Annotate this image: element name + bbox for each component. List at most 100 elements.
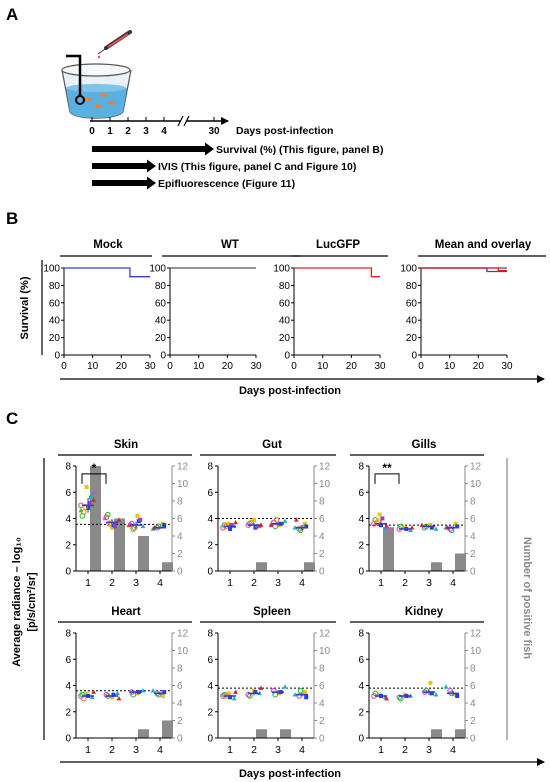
timeline-tick-label: 2 [125,126,131,137]
radiance-data-point [433,692,439,697]
radiance-data-point [428,680,433,685]
positive-fish-y-tick-label: 0 [470,734,476,745]
radiance-x-tick-label: 4 [450,577,456,589]
radiance-data-point [228,527,232,531]
radiance-data-point [116,696,122,701]
survival-chart: WT 0 20 40 60 80 100 0 10 20 30 [149,239,300,372]
positive-fish-y-tick-label: 6 [177,514,183,525]
radiance-x-tick-label: 1 [85,744,91,756]
radiance-data-point [443,684,449,689]
axis-break [183,115,190,127]
radiance-y-tick-label: 2 [207,707,213,718]
radiance-x-tick-label: 4 [299,744,305,756]
radiance-chart-title: Skin [114,439,138,451]
survival-y-tick-label: 60 [155,298,167,309]
survival-y-tick-label: 80 [155,281,167,292]
radiance-data-point [104,511,111,518]
survival-y-tick-label: 40 [155,316,167,327]
timeline-tick-label: 4 [161,126,167,137]
radiance-y-tick-label: 6 [65,655,71,666]
positive-fish-y-tick-label: 8 [470,497,476,508]
positive-fish-y-tick-label: 6 [319,681,325,692]
survival-y-tick-label: 100 [43,264,60,275]
positive-fish-y-tick-label: 0 [319,734,325,745]
survival-chart: Mean and overlay 0 20 40 60 80 100 0 10 20 30 [400,239,546,372]
survival-chart-title: WT [221,239,239,251]
radiance-data-point [78,508,84,513]
survival-chart: LucGFP 0 20 40 60 80 100 0 10 20 30 [273,239,388,372]
radiance-y-tick-label: 0 [358,567,364,578]
survival-y-tick-label: 20 [155,333,167,344]
radiance-y-tick-label: 6 [207,488,213,499]
positive-fish-y-tick-label: 8 [470,664,476,675]
survival-x-tick-label: 0 [61,361,67,372]
radiance-chart-title: Gills [412,439,437,451]
radiance-data-point [455,694,460,698]
survival-x-tick-label: 20 [346,361,358,372]
radiance-data-point [231,696,237,701]
significance-label: * [92,461,97,475]
radiance-y-tick-label: 8 [207,629,213,640]
positive-fish-y-tick-label: 4 [177,699,183,710]
radiance-data-point [102,515,108,521]
radiance-x-tick-label: 4 [450,744,456,756]
radiance-data-point [110,525,114,530]
radiance-data-point [245,691,252,698]
survival-series-line [64,267,150,278]
positive-fish-y-tick-label: 0 [177,567,183,578]
radiance-data-point [408,527,413,533]
radiance-data-point [429,525,434,530]
radiance-data-point [282,684,288,689]
radiance-x-tick-label: 3 [133,577,139,589]
positive-fish-y-tick-label: 12 [177,629,189,640]
positive-fish-bar [304,562,315,571]
radiance-y-tick-label: 0 [207,734,213,745]
panel-c-letter: C [6,409,18,428]
radiance-data-point [106,520,113,527]
survival-x-tick-label: 20 [473,361,485,372]
radiance-y-tick-label: 8 [65,462,71,473]
significance-bracket [81,473,107,484]
experiment-arrows: Survival (%) (This figure, panel B) IVIS … [92,142,383,190]
positive-fish-y-tick-label: 10 [470,646,482,657]
radiance-data-point [221,691,228,698]
radiance-y-tick-label: 4 [207,681,213,692]
radiance-x-tick-label: 3 [275,744,281,756]
positive-fish-y-tick-label: 8 [177,497,183,508]
survival-y-tick-label: 60 [406,298,418,309]
survival-y-tick-label: 100 [400,264,417,275]
survival-chart: Mock 0 20 40 60 80 100 0 10 20 30 [43,239,156,372]
radiance-data-point [246,520,253,527]
survival-y-tick-label: 0 [284,351,290,362]
positive-fish-y-tick-label: 2 [177,716,183,727]
positive-fish-y-tick-label: 4 [319,699,325,710]
radiance-data-point [254,524,259,529]
positive-fish-bar [455,729,466,738]
panel-b-letter: B [6,209,18,228]
positive-fish-y-tick-label: 6 [177,681,183,692]
radiance-data-point [380,516,385,521]
positive-fish-y-tick-label: 12 [470,629,482,640]
experiment-arrow-label: Epifluorescence (Figure 11) [158,178,295,190]
positive-fish-y-tick-label: 12 [470,462,482,473]
survival-chart-title: LucGFP [316,239,360,251]
survival-y-tick-label: 80 [279,281,291,292]
radiance-data-point [116,517,122,522]
radiance-data-point [103,691,110,698]
radiance-y-tick-label: 2 [65,707,71,718]
positive-fish-y-tick-label: 8 [319,497,325,508]
radiance-x-tick-label: 2 [109,577,115,589]
radiance-data-point [373,519,380,526]
radiance-y-tick-label: 4 [65,514,71,525]
radiance-data-point [84,485,89,489]
survival-x-label: Days post-infection [239,385,341,397]
positive-fish-bar [138,729,149,738]
survival-x-tick-label: 30 [374,361,386,372]
positive-fish-y-tick-label: 2 [177,549,183,560]
radiance-data-point [384,696,389,701]
radiance-data-point [162,523,167,528]
radiance-data-point [155,523,162,530]
